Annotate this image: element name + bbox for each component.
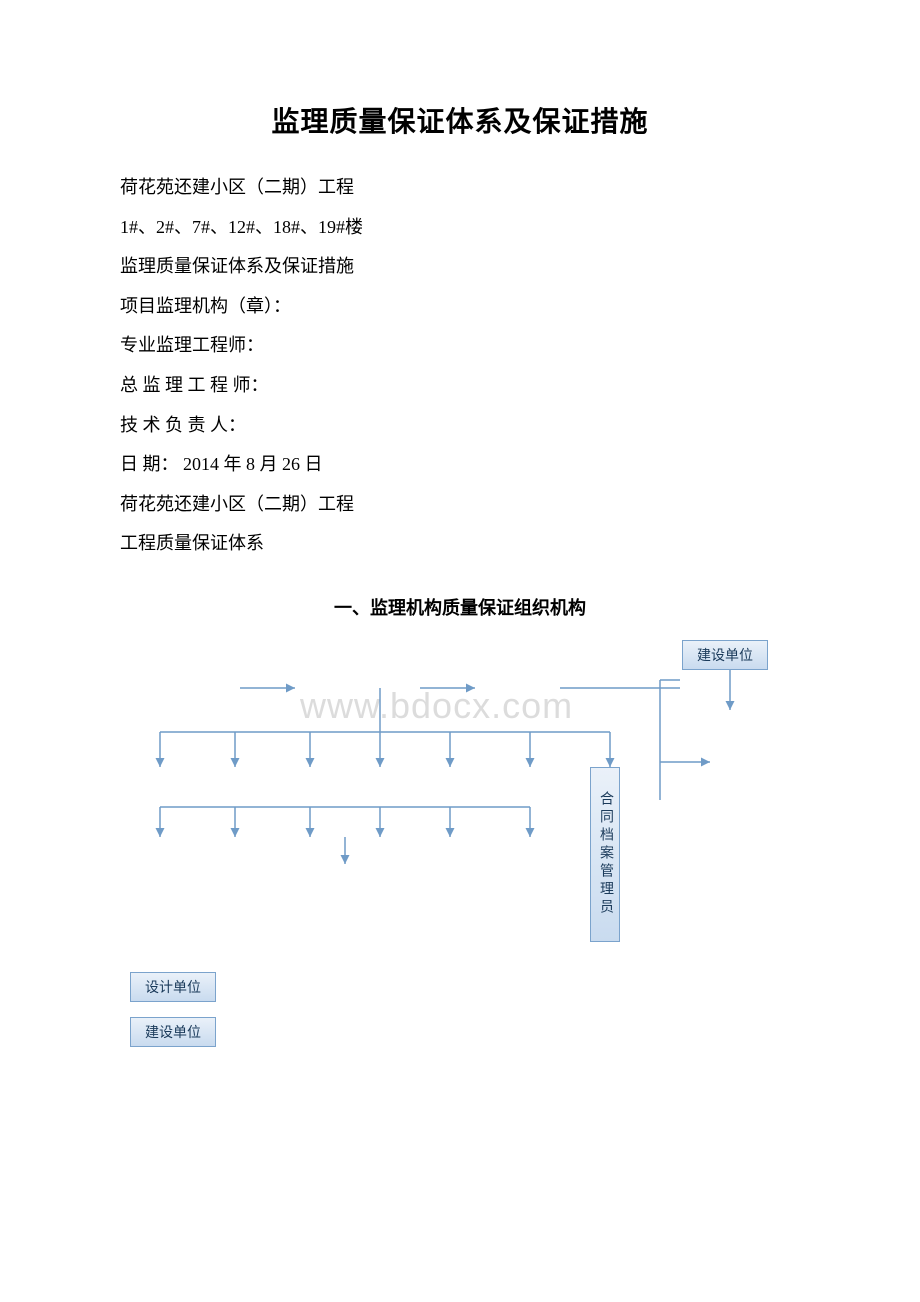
org-chart-diagram: 建设单位 合同档案管理员 设计单位 建设单位 (120, 632, 800, 1052)
text-line: 总 监 理 工 程 师： (120, 366, 800, 406)
node-jianshe-bottom: 建设单位 (130, 1017, 216, 1047)
text-line: 1#、2#、7#、12#、18#、19#楼 (120, 208, 800, 248)
text-line: 荷花苑还建小区（二期）工程 (120, 485, 800, 525)
section-heading: 一、监理机构质量保证组织机构 (120, 594, 800, 620)
text-line: 监理质量保证体系及保证措施 (120, 247, 800, 287)
text-line: 工程质量保证体系 (120, 524, 800, 564)
text-line: 专业监理工程师： (120, 326, 800, 366)
text-line: 荷花苑还建小区（二期）工程 (120, 168, 800, 208)
text-line: 技 术 负 责 人： (120, 406, 800, 446)
node-sheji: 设计单位 (130, 972, 216, 1002)
node-jianshe-top: 建设单位 (682, 640, 768, 670)
node-hetong-archive: 合同档案管理员 (590, 767, 620, 942)
text-line: 日 期： 2014 年 8 月 26 日 (120, 445, 800, 485)
diagram-arrows (120, 632, 800, 1052)
document-title: 监理质量保证体系及保证措施 (120, 100, 800, 140)
text-line: 项目监理机构（章）： (120, 287, 800, 327)
